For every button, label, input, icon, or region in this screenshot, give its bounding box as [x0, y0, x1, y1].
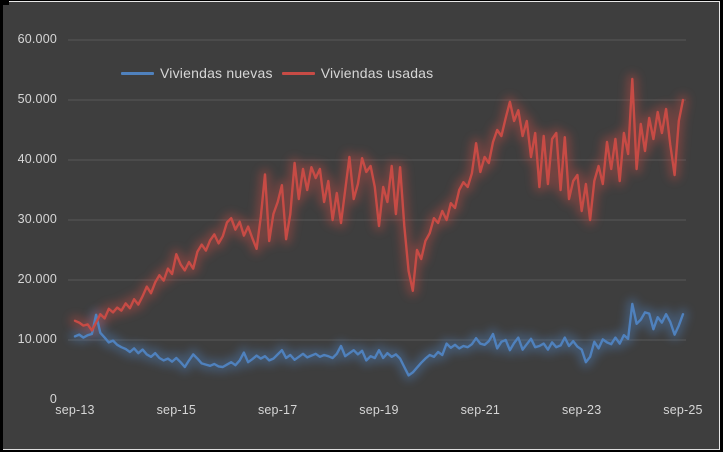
y-tick-label: 0 [49, 392, 57, 406]
y-tick-label: 20.000 [17, 272, 57, 286]
x-tick-label: sep-19 [359, 403, 399, 417]
y-tick-label: 30.000 [17, 212, 57, 226]
legend-line-marker-blue [121, 71, 154, 75]
legend-item-viviendas-usadas[interactable]: Viviendas usadas [281, 65, 434, 81]
legend-label-viviendas-nuevas: Viviendas nuevas [160, 65, 273, 81]
x-tick-label: sep-13 [55, 403, 95, 417]
y-tick-label: 40.000 [17, 152, 57, 166]
x-tick-label: sep-17 [257, 403, 298, 417]
legend-label-viviendas-usadas: Viviendas usadas [320, 65, 434, 81]
x-axis: sep-13 sep-15 sep-17 sep-19 sep-21 sep-23 sep-… [0, 403, 723, 423]
y-tick-label: 10.000 [17, 332, 57, 346]
x-tick-label: sep-15 [156, 403, 197, 417]
x-tick-label: sep-23 [561, 403, 602, 417]
chart-area [3, 1, 720, 450]
legend-line-marker-red [281, 71, 315, 75]
x-tick-label: sep-25 [663, 403, 703, 417]
x-tick-label: sep-21 [460, 403, 501, 417]
series-line-1 [73, 77, 685, 332]
chart-legend: Viviendas nuevas Viviendas usadas [121, 65, 433, 81]
legend-item-viviendas-nuevas[interactable]: Viviendas nuevas [121, 65, 273, 81]
series-line-0 [73, 302, 685, 377]
y-axis: 0 10.000 20.000 30.000 40.000 50.000 60.000 [0, 0, 57, 452]
y-tick-label: 50.000 [17, 92, 57, 106]
frame-corner [0, 0, 9, 5]
y-tick-label: 60.000 [17, 32, 57, 46]
